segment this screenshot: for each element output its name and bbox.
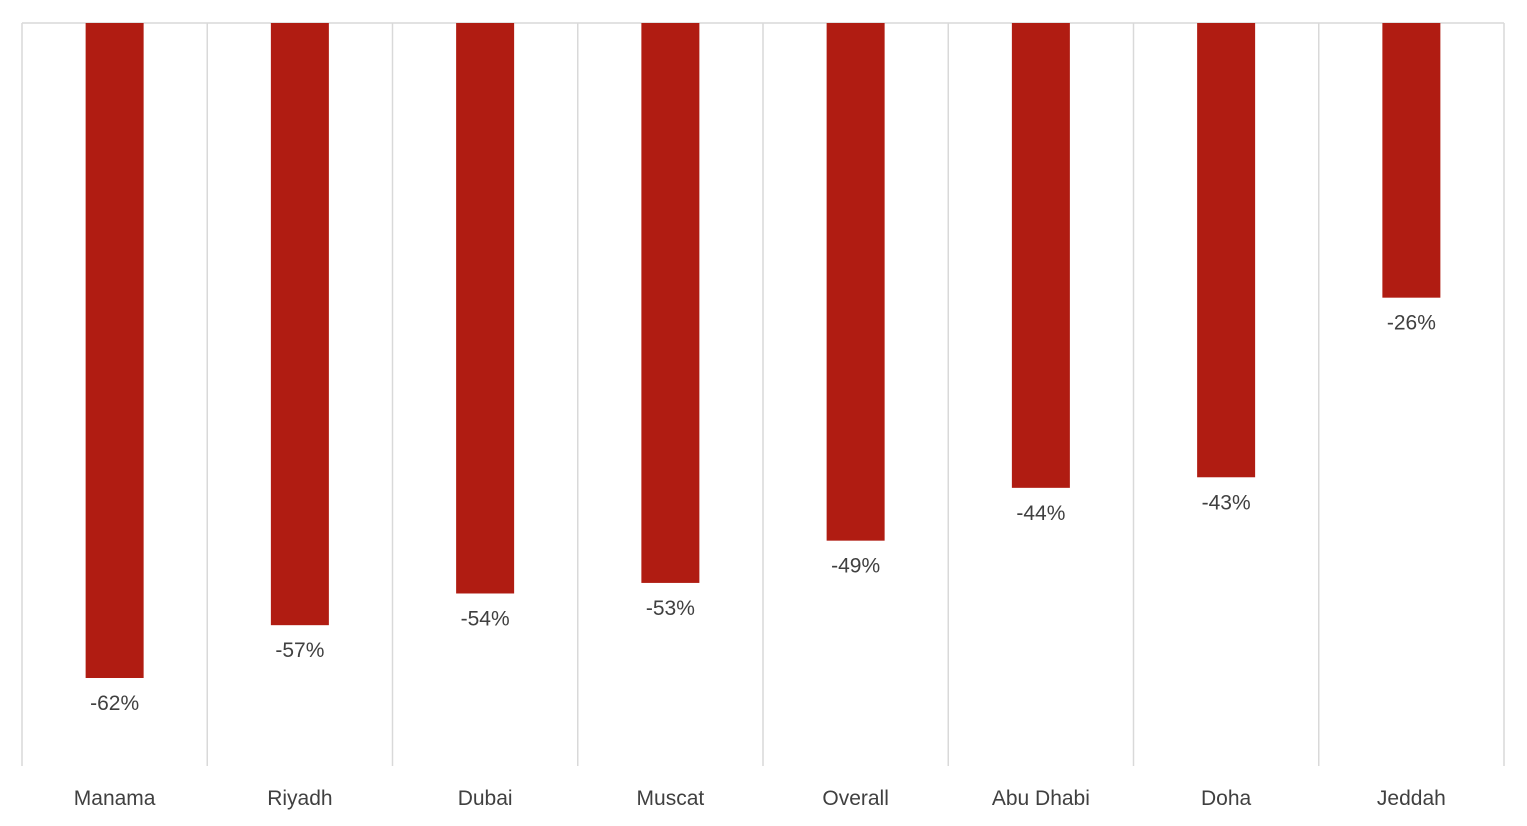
category-label: Riyadh: [267, 787, 332, 810]
bar-muscat: [641, 23, 700, 583]
bar-jeddah: [1382, 23, 1441, 298]
category-label: Abu Dhabi: [992, 787, 1090, 810]
bar-riyadh: [270, 23, 329, 626]
bar-manama: [85, 23, 144, 678]
category-label: Manama: [74, 787, 156, 810]
bar-dubai: [456, 23, 515, 594]
category-label: Overall: [822, 787, 889, 810]
category-label: Doha: [1201, 787, 1252, 810]
data-label: -43%: [1202, 491, 1251, 514]
category-label: Dubai: [458, 787, 513, 810]
data-label: -44%: [1016, 502, 1065, 525]
data-label: -49%: [831, 555, 880, 578]
data-label: -62%: [90, 692, 139, 715]
category-label: Jeddah: [1377, 787, 1446, 810]
bar-overall: [826, 23, 885, 541]
bar-doha: [1197, 23, 1256, 478]
bar-abu-dhabi: [1011, 23, 1070, 488]
data-label: -53%: [646, 597, 695, 620]
category-label: Muscat: [637, 787, 705, 810]
data-label: -57%: [275, 639, 324, 662]
data-label: -26%: [1387, 312, 1436, 335]
data-label: -54%: [461, 607, 510, 630]
